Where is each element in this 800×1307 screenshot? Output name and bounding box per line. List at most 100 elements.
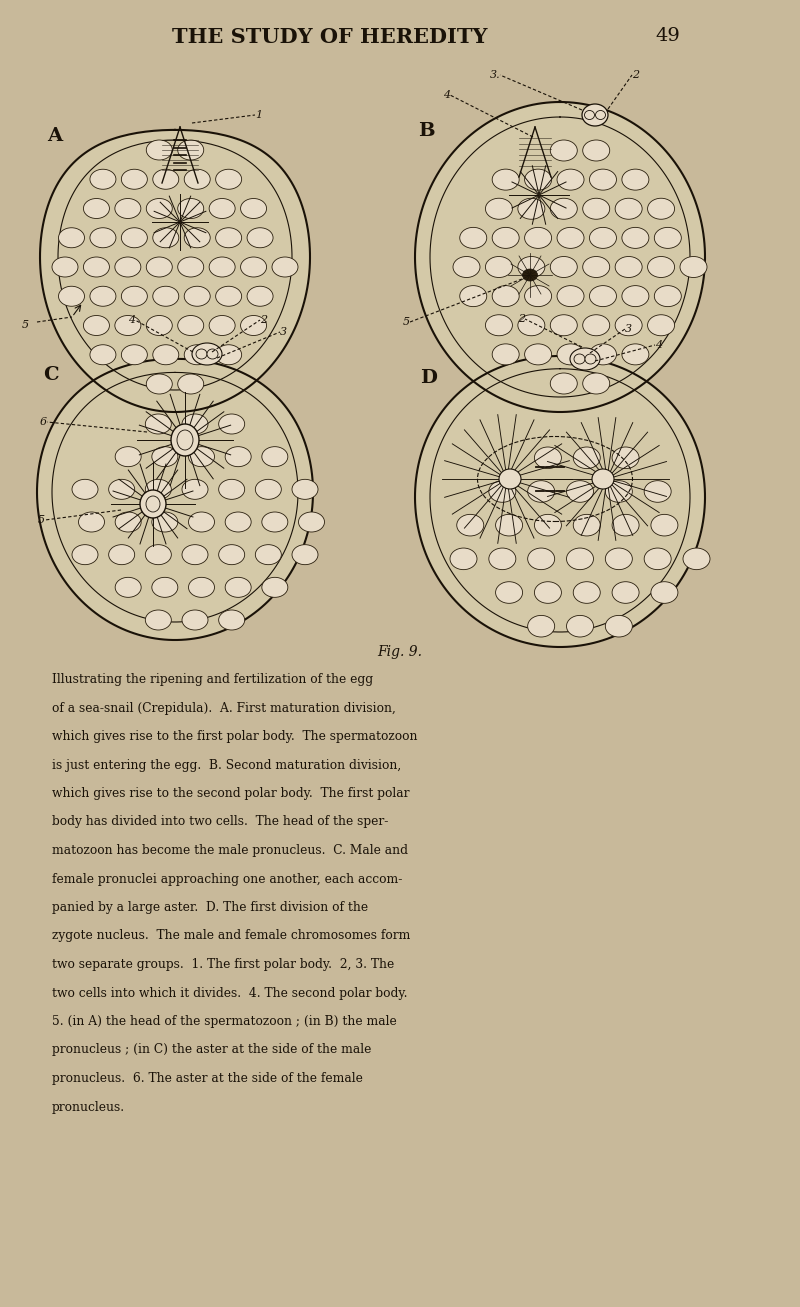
Ellipse shape <box>225 447 251 467</box>
Ellipse shape <box>171 423 199 456</box>
Ellipse shape <box>146 257 172 277</box>
Ellipse shape <box>241 199 266 218</box>
Ellipse shape <box>615 256 642 277</box>
Ellipse shape <box>590 286 617 307</box>
Text: matozoon has become the male pronucleus.  C. Male and: matozoon has become the male pronucleus.… <box>52 844 408 857</box>
Text: 4: 4 <box>655 340 662 350</box>
Ellipse shape <box>486 256 513 277</box>
Ellipse shape <box>140 490 166 518</box>
Ellipse shape <box>582 105 608 125</box>
Ellipse shape <box>255 480 282 499</box>
Ellipse shape <box>146 480 171 499</box>
Ellipse shape <box>152 512 178 532</box>
Ellipse shape <box>182 414 208 434</box>
Ellipse shape <box>122 286 147 306</box>
Ellipse shape <box>241 315 266 336</box>
Text: pronucleus.: pronucleus. <box>52 1100 125 1114</box>
Ellipse shape <box>152 578 178 597</box>
Ellipse shape <box>492 169 519 190</box>
Ellipse shape <box>489 548 516 570</box>
Ellipse shape <box>557 227 584 248</box>
Ellipse shape <box>528 481 554 502</box>
Ellipse shape <box>615 315 642 336</box>
Ellipse shape <box>90 345 116 365</box>
Ellipse shape <box>590 227 617 248</box>
Polygon shape <box>415 356 705 647</box>
Ellipse shape <box>622 169 649 190</box>
Ellipse shape <box>58 227 85 248</box>
Ellipse shape <box>566 616 594 637</box>
Ellipse shape <box>247 227 273 248</box>
Ellipse shape <box>612 515 639 536</box>
Ellipse shape <box>570 348 600 370</box>
Ellipse shape <box>178 140 204 159</box>
Ellipse shape <box>153 286 178 306</box>
Ellipse shape <box>225 512 251 532</box>
Text: THE STUDY OF HEREDITY: THE STUDY OF HEREDITY <box>172 27 488 47</box>
Ellipse shape <box>146 545 171 565</box>
Ellipse shape <box>557 286 584 307</box>
Ellipse shape <box>574 354 585 365</box>
Ellipse shape <box>622 344 649 365</box>
Ellipse shape <box>489 481 516 502</box>
Ellipse shape <box>644 548 671 570</box>
Ellipse shape <box>683 548 710 570</box>
Text: 5: 5 <box>22 320 29 329</box>
Polygon shape <box>37 359 313 640</box>
Ellipse shape <box>115 512 141 532</box>
Ellipse shape <box>218 414 245 434</box>
Ellipse shape <box>534 582 562 604</box>
Ellipse shape <box>550 315 578 336</box>
Ellipse shape <box>654 286 682 307</box>
Ellipse shape <box>453 256 480 277</box>
Text: D: D <box>420 369 437 387</box>
Ellipse shape <box>115 578 141 597</box>
Ellipse shape <box>225 578 251 597</box>
Ellipse shape <box>262 512 288 532</box>
Ellipse shape <box>550 140 578 161</box>
Ellipse shape <box>518 256 545 277</box>
Text: 5: 5 <box>403 318 410 327</box>
Ellipse shape <box>153 345 178 365</box>
Ellipse shape <box>574 582 600 604</box>
Ellipse shape <box>109 545 134 565</box>
Ellipse shape <box>189 447 214 467</box>
Text: 5: 5 <box>38 515 45 525</box>
Ellipse shape <box>90 169 116 190</box>
Ellipse shape <box>196 349 207 359</box>
Ellipse shape <box>647 256 674 277</box>
Text: 1: 1 <box>255 110 262 120</box>
Text: which gives rise to the second polar body.  The first polar: which gives rise to the second polar bod… <box>52 787 410 800</box>
Text: 4: 4 <box>443 90 450 101</box>
Ellipse shape <box>182 480 208 499</box>
Ellipse shape <box>522 269 538 281</box>
Text: 6: 6 <box>40 417 47 427</box>
Text: 3.: 3. <box>490 71 500 80</box>
Ellipse shape <box>184 227 210 248</box>
Ellipse shape <box>606 481 632 502</box>
Ellipse shape <box>292 480 318 499</box>
Ellipse shape <box>651 515 678 536</box>
Ellipse shape <box>582 199 610 220</box>
Ellipse shape <box>58 286 85 306</box>
Ellipse shape <box>680 256 707 277</box>
Ellipse shape <box>585 111 594 119</box>
Ellipse shape <box>525 286 552 307</box>
Ellipse shape <box>292 545 318 565</box>
Ellipse shape <box>460 227 486 248</box>
Ellipse shape <box>209 257 235 277</box>
Text: 49: 49 <box>655 27 680 44</box>
Ellipse shape <box>550 256 578 277</box>
Ellipse shape <box>647 199 674 220</box>
Text: 2: 2 <box>518 314 525 324</box>
Ellipse shape <box>209 315 235 336</box>
Ellipse shape <box>153 169 178 190</box>
Ellipse shape <box>612 447 639 469</box>
Ellipse shape <box>182 545 208 565</box>
Text: body has divided into two cells.  The head of the sper-: body has divided into two cells. The hea… <box>52 816 388 829</box>
Ellipse shape <box>528 616 554 637</box>
Ellipse shape <box>182 610 208 630</box>
Ellipse shape <box>152 447 178 467</box>
Ellipse shape <box>115 199 141 218</box>
Ellipse shape <box>450 548 477 570</box>
